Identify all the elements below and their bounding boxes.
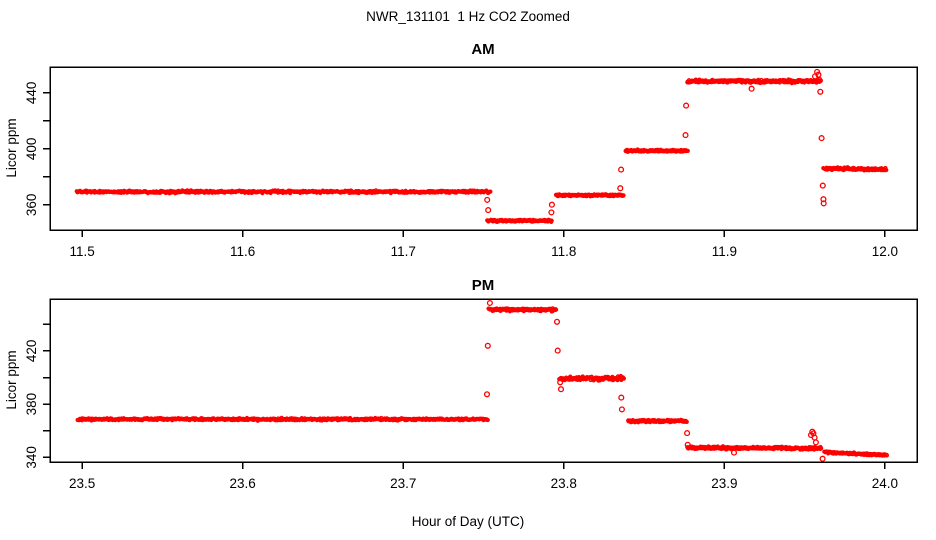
- outlier-point: [483, 391, 491, 398]
- x-tick-label: 11.5: [69, 244, 94, 259]
- data-point: [621, 376, 626, 381]
- pm-plot-area: 23.5 23.6 23.7 23.8 23.9 24.0 340 380 420: [24, 298, 918, 491]
- main-title: NWR_131101 1 Hz CO2 Zoomed: [366, 9, 570, 24]
- data-point: [488, 189, 493, 194]
- outlier-point: [618, 406, 625, 413]
- x-tick-label: 11.8: [551, 244, 576, 259]
- outlier-point: [816, 76, 823, 83]
- outlier-point: [553, 318, 561, 325]
- outlier-point: [484, 342, 491, 349]
- y-tick-label: 380: [24, 393, 39, 416]
- data-point: [884, 167, 889, 173]
- x-axis-label: Hour of Day (UTC): [412, 514, 525, 529]
- outlier-point: [819, 182, 826, 189]
- outlier-point: [817, 88, 824, 95]
- outlier-point: [684, 441, 691, 448]
- outlier-point: [486, 299, 493, 307]
- y-tick-label: 400: [24, 138, 39, 161]
- data-point: [553, 307, 559, 312]
- outlier-point: [484, 196, 491, 203]
- outlier-point: [683, 102, 690, 109]
- plot-frame: [49, 298, 918, 463]
- x-tick-label: 23.7: [390, 476, 416, 491]
- pm-y-axis-label: Licor ppm: [4, 350, 19, 409]
- data-points: [74, 68, 889, 224]
- x-tick-label: 24.0: [872, 476, 898, 491]
- data-point: [884, 453, 889, 458]
- outlier-point: [684, 430, 691, 437]
- outlier-point: [548, 209, 555, 216]
- outlier-point: [730, 449, 738, 456]
- data-point: [485, 417, 490, 423]
- x-tick-label: 23.5: [69, 476, 95, 491]
- am-panel-title: AM: [471, 41, 494, 58]
- y-tick-label: 440: [24, 82, 39, 105]
- plot-frame: [49, 66, 918, 231]
- data-point: [819, 446, 824, 451]
- outlier-point: [819, 455, 826, 462]
- x-tick-label: 11.6: [230, 244, 255, 259]
- y-tick-label: 360: [24, 194, 39, 217]
- outlier-point: [548, 201, 555, 208]
- y-tick-label: 340: [24, 446, 39, 469]
- data-points: [75, 299, 889, 462]
- outlier-point: [617, 185, 624, 192]
- outlier-point: [485, 207, 492, 214]
- am-plot-area: 11.5 11.6 11.7 11.8 11.9 12.0 360 400 440: [24, 66, 918, 259]
- y-tick-label: 420: [24, 340, 39, 363]
- x-tick-label: 11.9: [712, 244, 737, 259]
- outlier-point: [554, 347, 561, 354]
- data-point: [549, 218, 554, 223]
- outlier-point: [818, 135, 825, 142]
- outlier-point: [557, 379, 564, 386]
- outlier-point: [812, 439, 819, 446]
- data-point: [685, 148, 690, 153]
- outlier-point: [557, 386, 565, 393]
- outlier-point: [618, 394, 625, 401]
- x-tick-label: 12.0: [872, 244, 898, 259]
- data-point: [621, 193, 626, 198]
- am-y-axis-label: Licor ppm: [4, 118, 19, 177]
- x-tick-label: 23.8: [551, 476, 577, 491]
- outlier-point: [820, 200, 827, 207]
- data-point: [882, 452, 888, 457]
- pm-panel-title: PM: [472, 277, 495, 294]
- outlier-point: [682, 132, 689, 139]
- x-tick-label: 23.6: [230, 476, 256, 491]
- x-tick-label: 23.9: [711, 476, 737, 491]
- x-tick-label: 11.7: [391, 244, 416, 259]
- outlier-point: [748, 85, 755, 92]
- data-point: [684, 419, 689, 424]
- outlier-point: [618, 166, 625, 173]
